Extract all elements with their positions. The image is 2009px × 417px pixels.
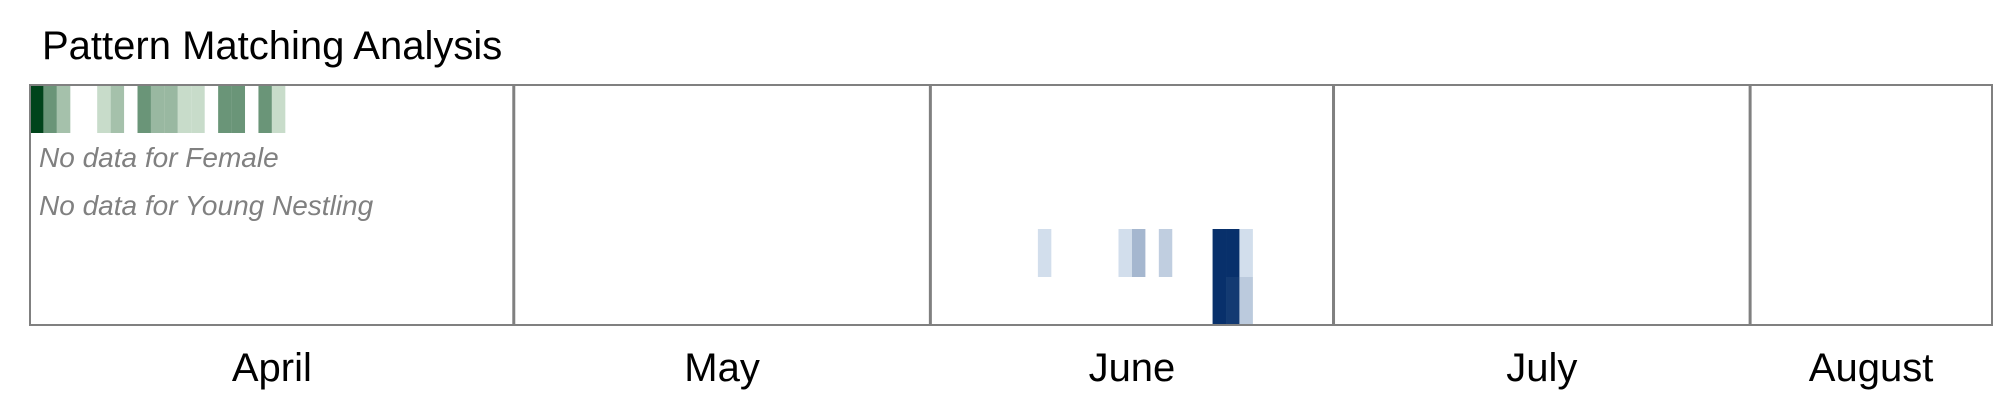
heatmap-cell xyxy=(1118,229,1132,277)
month-separators xyxy=(512,85,1752,325)
heatmap-cell xyxy=(1239,229,1253,277)
heatmap-cell xyxy=(97,85,111,133)
month-labels: April May June July August xyxy=(232,346,1933,390)
no-data-message: No data for Female xyxy=(39,142,279,173)
month-label: April xyxy=(232,346,312,390)
heatmap-cell xyxy=(43,85,57,133)
no-data-messages: No data for Female No data for Young Nest… xyxy=(39,142,374,221)
heatmap-cell xyxy=(137,85,151,133)
heatmap-cell xyxy=(164,85,178,133)
heatmap-cell xyxy=(150,85,165,133)
heatmap-cell xyxy=(110,85,125,133)
heatmap-cell xyxy=(1226,277,1240,325)
heatmap-cell xyxy=(1239,277,1253,325)
heatmap-cell xyxy=(258,85,272,133)
heatmap-cell xyxy=(177,85,192,133)
month-label: May xyxy=(684,346,760,390)
no-data-message: No data for Young Nestling xyxy=(39,190,374,221)
heatmap-cell xyxy=(1131,229,1146,277)
month-label: August xyxy=(1809,346,1934,390)
plot-frame xyxy=(29,84,1993,326)
heatmap-cell xyxy=(1212,229,1227,277)
heatmap-cell xyxy=(191,85,205,133)
heatmap-cell xyxy=(1158,229,1173,277)
heatmap-cell xyxy=(1226,229,1240,277)
heatmap-cell xyxy=(218,85,232,133)
month-label: July xyxy=(1506,346,1577,390)
chart-title: Pattern Matching Analysis xyxy=(42,24,502,68)
heatmap-cell xyxy=(1037,229,1052,277)
month-label: June xyxy=(1089,346,1176,390)
heatmap-cell xyxy=(271,85,286,133)
heatmap-cells xyxy=(30,85,1253,325)
heatmap-cell xyxy=(1212,277,1227,325)
heatmap-cell xyxy=(30,85,44,133)
heatmap-cell xyxy=(56,85,71,133)
heatmap-cell xyxy=(231,85,246,133)
